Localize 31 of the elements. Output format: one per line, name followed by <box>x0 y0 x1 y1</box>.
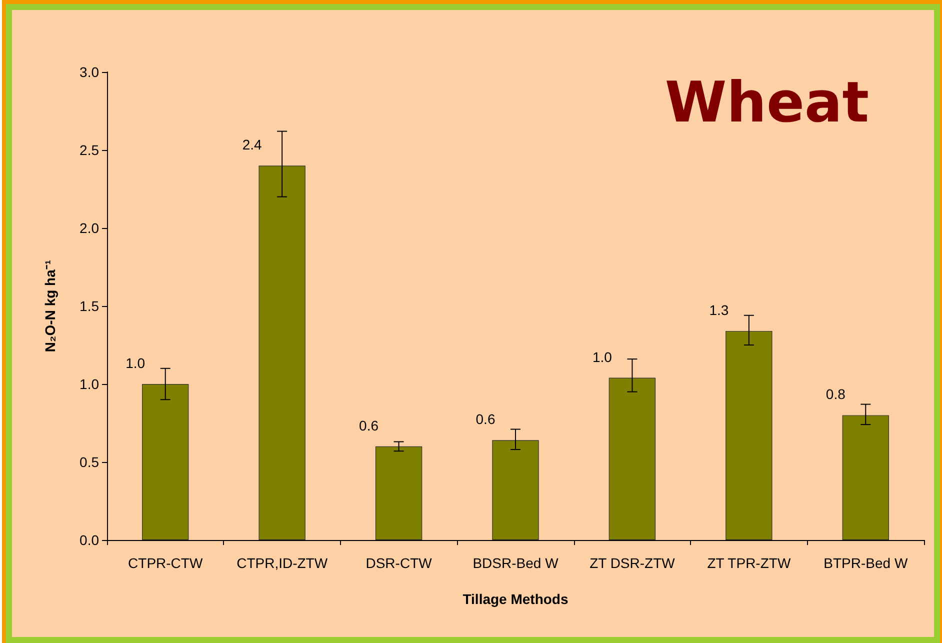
y-tick-label: 3.0 <box>80 64 100 80</box>
x-tick-label: DSR-CTW <box>366 555 433 571</box>
y-tick-label: 0.5 <box>80 454 100 470</box>
x-tick-label: CTPR-CTW <box>128 555 204 571</box>
bar <box>142 384 189 540</box>
y-axis-title: N₂O-N kg ha⁻¹ <box>42 260 58 352</box>
y-tick-label: 2.5 <box>80 142 100 158</box>
x-tick-label: ZT TPR-ZTW <box>707 555 792 571</box>
data-label: 1.3 <box>709 302 729 318</box>
x-tick-label: ZT DSR-ZTW <box>590 555 676 571</box>
data-label: 1.0 <box>126 355 146 371</box>
bar <box>842 415 889 540</box>
bar <box>608 378 656 540</box>
y-tick-label: 0.0 <box>80 532 100 548</box>
bar <box>258 166 306 540</box>
bar <box>492 440 539 540</box>
data-label: 0.6 <box>476 411 496 428</box>
chart-title: Wheat <box>664 70 870 136</box>
data-label: 0.6 <box>359 417 379 434</box>
y-tick-label: 1.5 <box>80 298 100 314</box>
x-tick-label: CTPR,ID-ZTW <box>236 555 328 571</box>
data-label: 1.0 <box>592 348 612 365</box>
bar <box>375 446 422 540</box>
y-tick-label: 2.0 <box>80 220 100 236</box>
x-axis-title: Tillage Methods <box>462 591 568 607</box>
bar <box>726 330 772 540</box>
y-tick-label: 1.0 <box>80 376 100 392</box>
data-label: 0.8 <box>826 386 846 402</box>
x-tick-label: BTPR-Bed W <box>824 555 908 571</box>
data-label: 2.4 <box>242 136 262 153</box>
x-tick-label: BDSR-Bed W <box>472 555 560 571</box>
